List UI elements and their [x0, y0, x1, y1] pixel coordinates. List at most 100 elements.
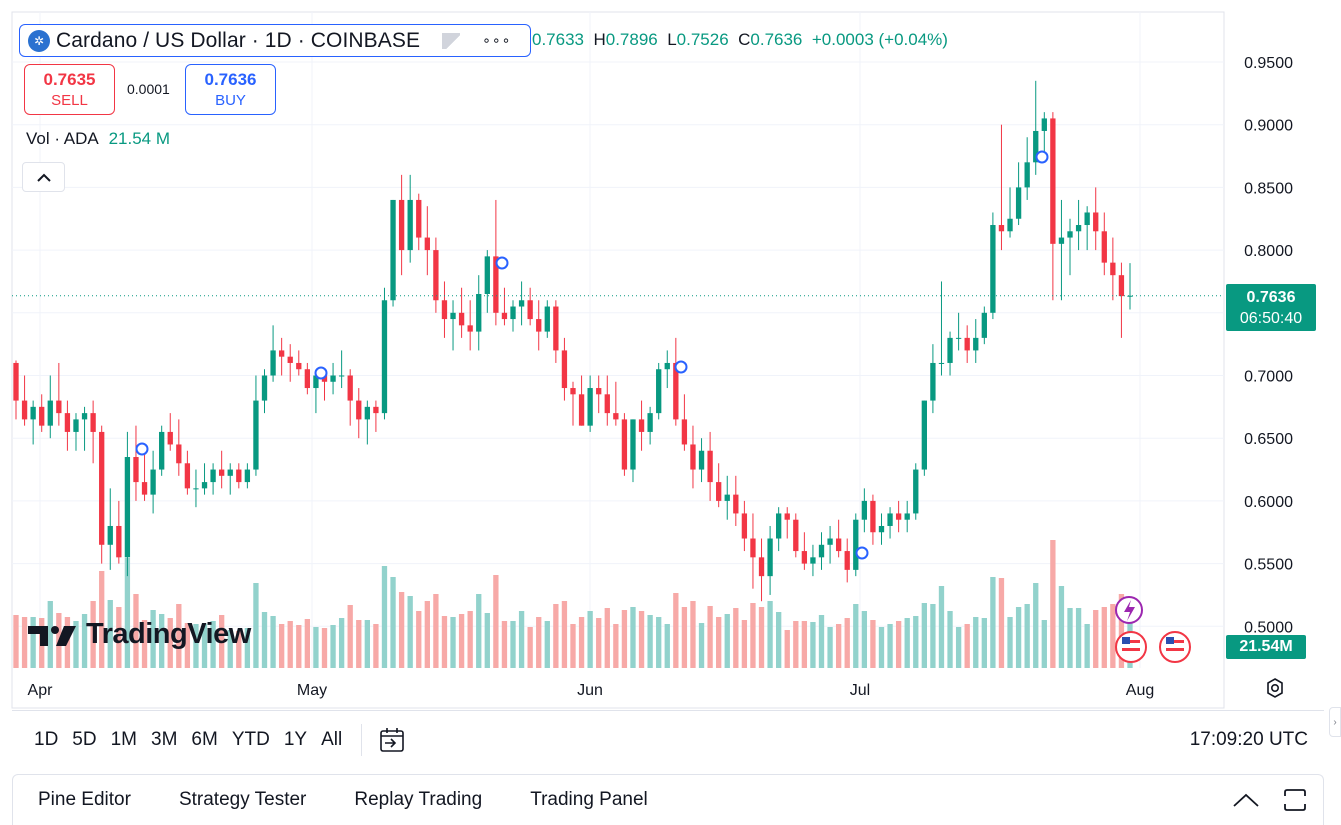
y-tick-label: 0.9000 — [1244, 118, 1293, 135]
volume-bar — [973, 617, 979, 668]
candle-body — [724, 494, 730, 501]
range-all[interactable]: All — [321, 728, 343, 750]
volume-legend[interactable]: Vol · ADA 21.54 M — [26, 129, 170, 149]
volume-bar — [801, 621, 808, 668]
candle-body — [818, 544, 825, 558]
tab-trading-panel[interactable]: Trading Panel — [530, 789, 648, 810]
candle-body — [861, 500, 868, 520]
flag-canton — [1166, 637, 1174, 644]
volume-bar — [656, 617, 662, 668]
lightning-bolt — [1124, 600, 1135, 621]
volume-bar — [776, 612, 782, 668]
candle-body — [681, 419, 688, 445]
settings-gear-icon[interactable] — [1264, 677, 1286, 699]
volume-bar — [544, 621, 550, 668]
volume-bar — [921, 603, 927, 668]
volume-bar — [784, 630, 790, 668]
flag-icon[interactable] — [442, 32, 461, 49]
volume-bar — [150, 610, 156, 668]
utc-clock[interactable]: 17:09:20 UTC — [1189, 728, 1308, 750]
volume-bar — [193, 624, 199, 668]
range-1m[interactable]: 1M — [110, 728, 137, 750]
volume-bar — [278, 624, 285, 668]
volume-bar — [1007, 617, 1013, 668]
low-value: 0.7526 — [676, 30, 729, 49]
candle-body — [347, 375, 353, 401]
symbol-title[interactable]: Cardano / US Dollar · 1D · COINBASE — [56, 28, 421, 52]
volume-bar — [47, 601, 53, 668]
buy-button[interactable]: 0.7636 BUY — [185, 64, 276, 115]
us-flag-event-icon — [1159, 631, 1191, 663]
volume-bar — [1110, 604, 1116, 668]
tab-strategy-tester[interactable]: Strategy Tester — [178, 789, 307, 810]
flag-stripe — [1166, 648, 1184, 651]
volume-legend-label: Vol · ADA — [26, 129, 98, 148]
volume-bar — [364, 620, 370, 668]
candle-body — [1050, 118, 1056, 244]
us-flag-event-icon — [1115, 631, 1147, 663]
volume-bar — [947, 611, 953, 668]
candle-body — [578, 394, 585, 426]
flag-stripe — [1122, 648, 1140, 651]
candle-body — [99, 431, 105, 545]
candle-body — [1084, 212, 1090, 226]
candle-body — [621, 419, 628, 470]
side-panel-toggle[interactable]: › — [1329, 707, 1341, 737]
candle-body — [159, 431, 165, 470]
candle-body — [664, 362, 670, 370]
volume-bar — [938, 586, 945, 668]
volume-bar — [733, 608, 739, 668]
range-5d[interactable]: 5D — [72, 728, 97, 750]
candle-body — [647, 413, 653, 432]
candle-body — [458, 312, 465, 326]
maximize-panel-icon[interactable] — [1282, 787, 1308, 813]
collapse-panel-icon[interactable] — [1232, 792, 1260, 808]
range-1d[interactable]: 1D — [34, 728, 59, 750]
volume-bar — [741, 620, 748, 668]
volume-bar — [698, 623, 705, 668]
candle-countdown: 06:50:40 — [1239, 309, 1303, 327]
candle-body — [253, 400, 259, 470]
range-3m[interactable]: 3M — [151, 728, 178, 750]
candle-body — [1067, 231, 1073, 238]
volume-bar — [561, 601, 568, 668]
cardano-logo-icon: ✲ — [28, 29, 50, 52]
range-ytd[interactable]: YTD — [231, 728, 270, 750]
y-tick-label: 0.9500 — [1244, 55, 1293, 72]
range-1y[interactable]: 1Y — [283, 728, 308, 750]
sell-label: SELL — [51, 92, 88, 109]
sell-price: 0.7635 — [43, 70, 96, 89]
more-options-icon[interactable]: ∘∘∘ — [482, 32, 512, 48]
candle-body — [501, 312, 508, 320]
candle-body — [287, 356, 293, 363]
volume-bar — [758, 607, 765, 668]
volume-bar — [176, 604, 182, 668]
candle-body — [544, 306, 550, 332]
range-6m[interactable]: 6M — [191, 728, 218, 750]
candle-body — [1110, 262, 1116, 276]
sell-button[interactable]: 0.7635 SELL — [24, 64, 115, 115]
candle-body — [193, 488, 199, 490]
candle-body — [938, 362, 945, 364]
tradingview-logo[interactable]: TradingView — [28, 618, 251, 651]
volume-bar — [330, 625, 336, 668]
volume-bar — [381, 566, 388, 668]
volume-bar — [604, 608, 610, 668]
candle-body — [921, 400, 927, 470]
go-to-date-icon[interactable] — [376, 724, 408, 756]
volume-bar — [707, 606, 713, 668]
volume-bar — [201, 624, 208, 668]
candle-body — [801, 551, 808, 564]
volume-bar — [570, 624, 576, 668]
tab-replay-trading[interactable]: Replay Trading — [354, 789, 483, 810]
volume-bar — [1084, 624, 1090, 668]
candle-body — [81, 413, 88, 420]
collapse-legend-button[interactable] — [22, 162, 65, 192]
candle-body — [1101, 231, 1107, 263]
candle-body — [219, 469, 225, 476]
tab-pine-editor[interactable]: Pine Editor — [38, 789, 131, 810]
symbol-header[interactable]: ✲ Cardano / US Dollar · 1D · COINBASE ∘∘… — [19, 24, 531, 57]
volume-bar — [270, 616, 276, 668]
